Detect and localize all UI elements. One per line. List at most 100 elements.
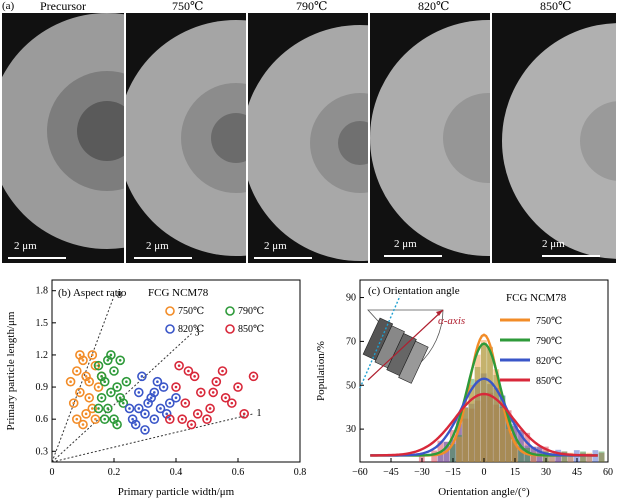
legend-label-c: 820℃	[536, 356, 562, 367]
scatter-point-core	[87, 380, 91, 384]
scatter-point-core	[112, 417, 116, 421]
x-tick-label-b: 0	[50, 467, 55, 478]
scatter-point-core	[221, 369, 224, 373]
scatter-point-core	[143, 412, 147, 416]
scatter-point-red	[233, 382, 243, 392]
scatter-point-orange	[75, 350, 85, 360]
y-tick-label-b: 1.5	[36, 318, 49, 329]
chart-b-title: FCG NCM78	[148, 287, 209, 299]
sem-particle-750	[126, 20, 246, 256]
histogram-bar-red	[555, 454, 562, 462]
scatter-point-blue	[134, 403, 144, 414]
scatter-point-orange	[72, 414, 82, 424]
scatter-point-orange	[87, 403, 98, 414]
scatter-point-red	[174, 360, 184, 371]
scatter-point-red	[196, 387, 206, 398]
scatter-point-red	[186, 419, 197, 430]
histogram-bar-blue	[456, 423, 462, 462]
histogram-bar-red	[580, 452, 586, 462]
panel-label-820: 820℃	[418, 0, 450, 13]
y-tick-label-c: 90	[346, 293, 356, 304]
reference-line-label: 8	[117, 290, 122, 301]
legend-label-c: 750℃	[536, 316, 562, 327]
scatter-point-core	[242, 412, 246, 416]
scatter-point-orange	[65, 376, 76, 387]
scatter-point-core	[153, 417, 156, 421]
scatter-point-core	[215, 380, 218, 384]
scatter-point-core	[149, 396, 153, 400]
scatter-point-core	[190, 423, 193, 426]
scatter-point-core	[159, 407, 162, 410]
x-axis-label-b: Primary particle width/μm	[118, 486, 235, 498]
scatter-point-red	[217, 366, 228, 376]
scale-label-820: 2 μm	[394, 238, 417, 250]
scatter-point-blue	[127, 414, 138, 424]
scatter-point-core	[91, 353, 94, 357]
panel-b-label: (b) Aspect ratio	[58, 287, 127, 299]
y-axis-label-c: Population/%	[315, 341, 327, 401]
orientation-angle-chart: −60 −45 −30 −15 0 15 30 45 60 30 50 70 90 (c) Orient…	[315, 279, 613, 498]
sem-image-850: 2 μm	[492, 13, 616, 263]
scatter-point-red	[192, 409, 203, 419]
y-axis-label-b: Primary particle length/μm	[5, 311, 17, 430]
scatter-point-core	[230, 401, 234, 405]
scatter-point-core	[236, 385, 240, 389]
histogram-bar-red	[487, 392, 493, 462]
scatter-point-green	[93, 403, 104, 414]
scatter-point-green	[106, 387, 116, 398]
histogram-bar-red	[505, 410, 512, 462]
scatter-point-core	[78, 353, 82, 357]
scatter-point-orange	[68, 398, 79, 408]
scatter-point-core	[115, 423, 119, 426]
histogram-bar-green	[480, 343, 487, 462]
scale-bar-820	[384, 255, 442, 257]
scatter-point-core	[143, 428, 147, 432]
panel-label-790: 790℃	[296, 0, 328, 13]
histogram-bar-green	[449, 444, 456, 462]
scatter-point-red	[208, 387, 218, 398]
sem-particle-precursor	[2, 13, 124, 249]
scatter-point-orange	[93, 382, 104, 392]
legend-marker-b	[165, 306, 175, 316]
histogram-bar-green	[561, 451, 568, 462]
scatter-point-green	[96, 371, 107, 382]
histogram-bar-blue	[474, 380, 481, 462]
histogram-bar-blue	[549, 453, 555, 462]
scatter-point-orange	[72, 366, 82, 376]
fit-curve-red	[370, 392, 598, 457]
histogram-bar-red	[462, 418, 469, 462]
reference-line-label: 3	[195, 328, 200, 339]
histogram-bar-red	[561, 451, 568, 462]
scatter-point-core	[165, 412, 168, 416]
legend-label-b: 750℃	[178, 306, 204, 317]
panel-c-label: (c) Orientation angle	[368, 285, 460, 297]
histogram-bar-blue	[462, 407, 469, 462]
legend-label-c: 850℃	[536, 376, 562, 387]
scatter-point-orange	[87, 350, 98, 360]
scatter-point-orange	[81, 409, 91, 419]
histogram-bar-green	[462, 407, 469, 462]
x-tick-label-c: −15	[445, 467, 461, 478]
y-tick-label-b: 1.2	[36, 350, 49, 361]
histogram-bar-green	[456, 434, 462, 462]
scatter-point-core	[118, 396, 122, 400]
x-tick-label-c: 0	[482, 467, 487, 478]
histogram-bar-green	[518, 446, 524, 462]
scatter-point-core	[84, 412, 88, 416]
legend-label-b: 850℃	[238, 324, 264, 335]
y-tick-label-c: 50	[346, 380, 356, 391]
scale-bar-precursor	[8, 257, 66, 259]
scatter-point-core	[75, 369, 79, 373]
scale-label-850: 2 μm	[542, 238, 565, 250]
scatter-point-core	[131, 417, 134, 421]
alpha-axis-label: α-axis	[438, 315, 465, 327]
scale-bar-790	[254, 257, 312, 259]
part-a-label: (a)	[2, 0, 15, 12]
histogram-bar-orange	[567, 452, 574, 462]
histogram-bar-orange	[468, 385, 475, 462]
y-tick-label-b: 0.3	[36, 446, 49, 457]
scatter-point-core	[78, 391, 82, 394]
histogram-bar-blue	[567, 454, 574, 462]
sem-image-750: 2 μm	[126, 13, 246, 263]
y-tick-label-b: 0.6	[36, 414, 49, 425]
